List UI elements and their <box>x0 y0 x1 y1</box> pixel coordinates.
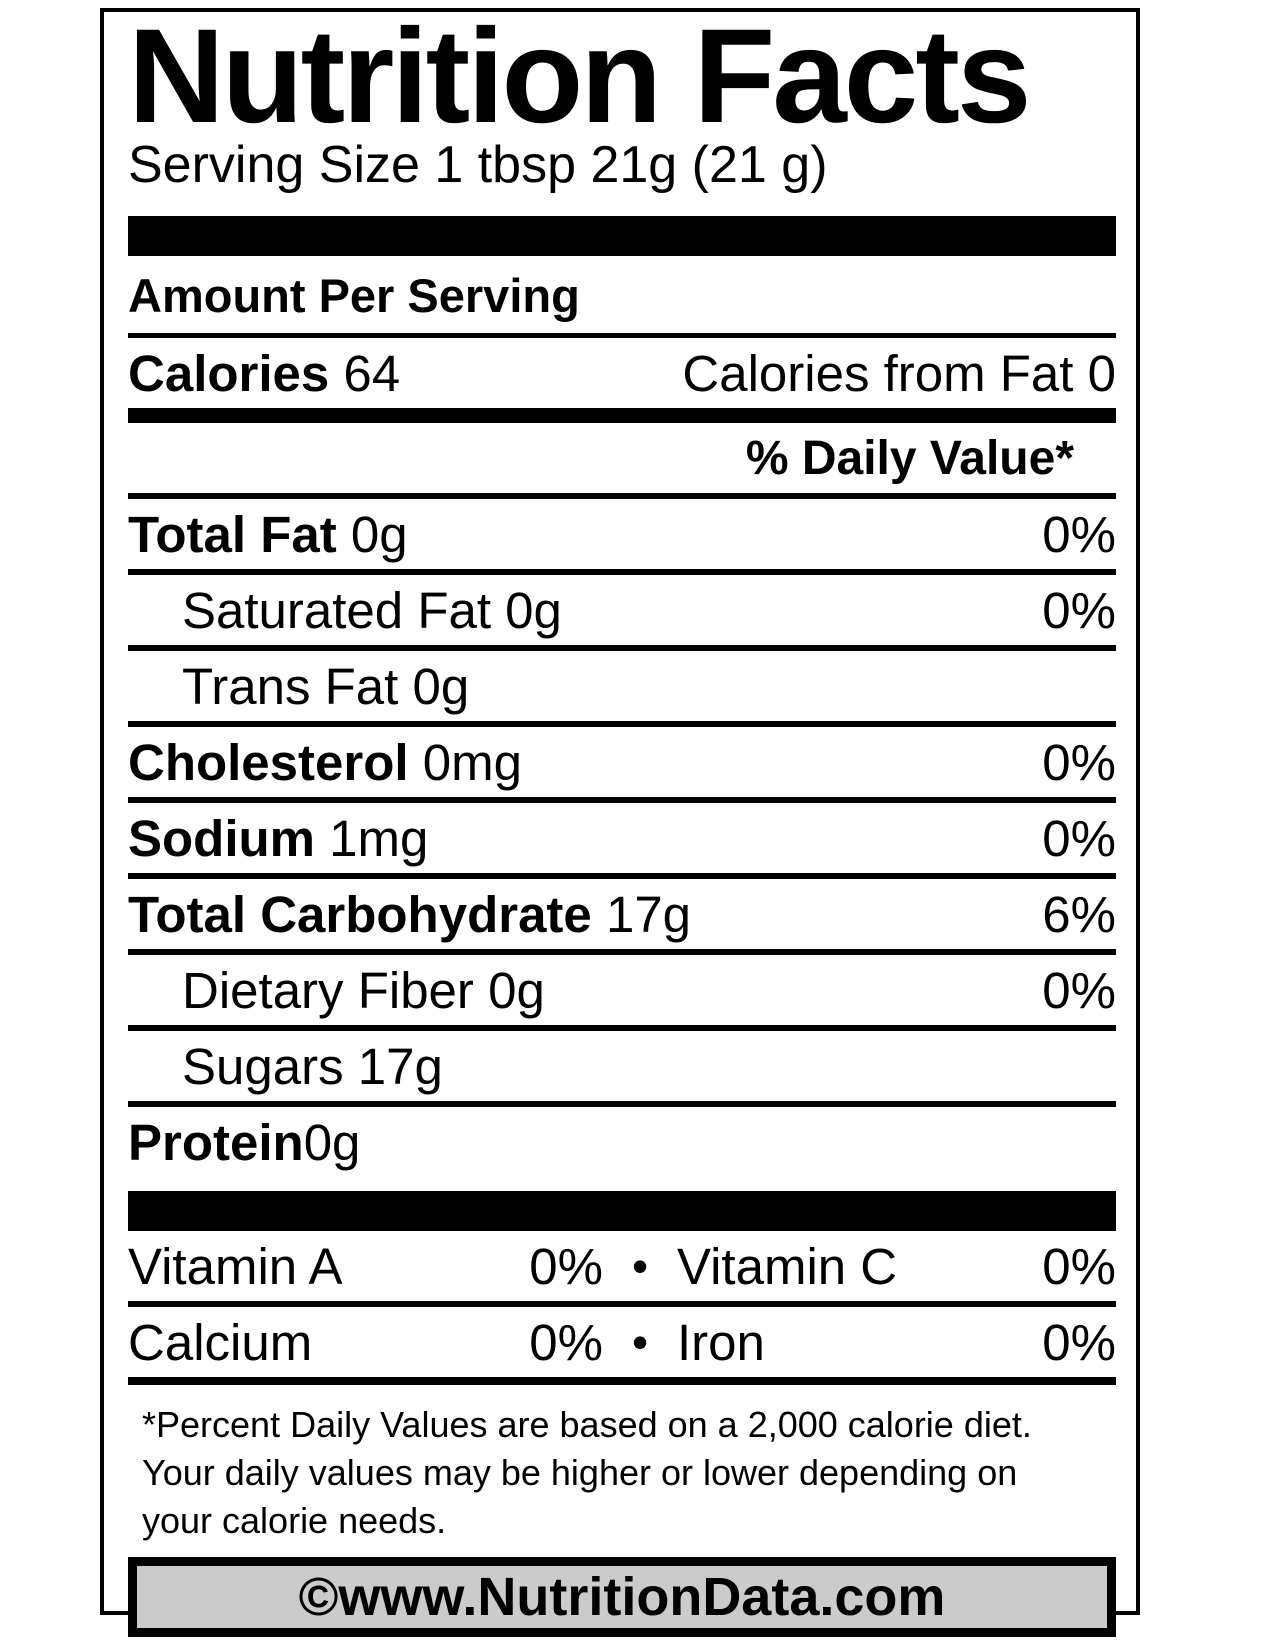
nutrient-name: Dietary Fiber <box>182 961 474 1019</box>
rule <box>128 949 1116 955</box>
micronutrient-name: Vitamin A <box>128 1237 343 1295</box>
source-text: ©www.NutritionData.com <box>298 1567 946 1627</box>
calories-row: Calories 64 Calories from Fat 0 <box>128 338 1116 408</box>
micronutrient-value: 0% <box>529 1313 603 1371</box>
nutrient-dv: 0% <box>1042 505 1116 563</box>
nutrient-name: Sodium <box>128 809 315 867</box>
source-box: ©www.NutritionData.com <box>128 1557 1116 1637</box>
nutrient-amount: 0g <box>491 581 562 639</box>
nutrient-dv: 0% <box>1042 961 1116 1019</box>
nutrient-row-total-carbohydrate: Total Carbohydrate 17g 6% <box>128 879 1116 949</box>
rule <box>128 873 1116 879</box>
daily-value-footnote: *Percent Daily Values are based on a 2,0… <box>142 1404 1032 1541</box>
nutrient-amount: 0g <box>398 657 470 715</box>
amount-per-serving-label: Amount Per Serving <box>128 269 580 322</box>
bullet-separator: • <box>631 1240 649 1292</box>
nutrient-dv: 0% <box>1042 733 1116 791</box>
calories-value: 64 <box>329 344 401 402</box>
nutrient-amount: 0g <box>303 1113 361 1171</box>
medium-divider <box>128 408 1116 423</box>
calories-label: Calories 64 <box>128 344 400 403</box>
nutrient-row-sodium: Sodium 1mg 0% <box>128 803 1116 873</box>
micronutrient-value: 0% <box>1042 1237 1116 1295</box>
nutrient-name: Protein <box>128 1113 304 1171</box>
calories-name: Calories <box>128 344 330 402</box>
nutrient-row-cholesterol: Cholesterol 0mg 0% <box>128 727 1116 797</box>
nutrient-dv: 0% <box>1042 809 1116 867</box>
rule <box>128 1301 1116 1307</box>
nutrient-dv: 0% <box>1042 581 1116 639</box>
rule <box>128 569 1116 575</box>
serving-size: Serving Size 1 tbsp 21g (21 g) <box>128 136 828 194</box>
nutrient-row-total-fat: Total Fat 0g 0% <box>128 499 1116 569</box>
micronutrient-row-vitamins: Vitamin A 0% • Vitamin C 0% <box>128 1231 1116 1301</box>
nutrient-name: Trans Fat <box>182 657 399 715</box>
micronutrient-row-minerals: Calcium 0% • Iron 0% <box>128 1307 1116 1377</box>
nutrient-amount: 0g <box>473 961 545 1019</box>
micronutrient-name: Iron <box>677 1313 765 1371</box>
daily-value-header: % Daily Value* <box>745 431 1074 485</box>
nutrient-row-saturated-fat: Saturated Fat 0g 0% <box>128 575 1116 645</box>
micronutrient-value: 0% <box>529 1237 603 1295</box>
nutrient-row-dietary-fiber: Dietary Fiber 0g 0% <box>128 955 1116 1025</box>
rule <box>128 1101 1116 1107</box>
micronutrient-value: 0% <box>1042 1313 1116 1371</box>
micronutrient-name: Calcium <box>128 1313 313 1371</box>
bullet-separator: • <box>631 1316 649 1368</box>
rule <box>128 493 1116 499</box>
micronutrient-name: Vitamin C <box>677 1237 898 1295</box>
nutrient-name: Sugars <box>182 1037 344 1095</box>
nutrient-row-protein: Protein0g <box>128 1107 1116 1177</box>
nutrition-label: Nutrition Facts Serving Size 1 tbsp 21g … <box>100 2 1140 1637</box>
nutrient-dv: 6% <box>1042 885 1116 943</box>
nutrient-name: Total Fat <box>128 505 337 563</box>
nutrient-amount: 17g <box>343 1037 443 1095</box>
rule <box>128 333 1116 338</box>
nutrient-name: Cholesterol <box>128 733 409 791</box>
nutrient-amount: 0mg <box>408 733 522 791</box>
rule <box>128 721 1116 727</box>
nutrient-amount: 0g <box>336 505 408 563</box>
rule <box>128 797 1116 803</box>
rule <box>128 1377 1116 1385</box>
nutrient-name: Total Carbohydrate <box>128 885 592 943</box>
rule <box>128 645 1116 651</box>
calories-from-fat: Calories from Fat 0 <box>682 344 1116 402</box>
nutrient-row-sugars: Sugars 17g <box>128 1031 1116 1101</box>
thick-divider-bottom <box>128 1191 1116 1231</box>
nutrient-amount: 1mg <box>315 809 429 867</box>
rule <box>128 1025 1116 1031</box>
label-title: Nutrition Facts <box>128 2 1031 151</box>
nutrient-name: Saturated Fat <box>182 581 492 639</box>
nutrient-row-trans-fat: Trans Fat 0g <box>128 651 1116 721</box>
thick-divider-top <box>128 216 1116 256</box>
nutrient-amount: 17g <box>591 885 692 943</box>
